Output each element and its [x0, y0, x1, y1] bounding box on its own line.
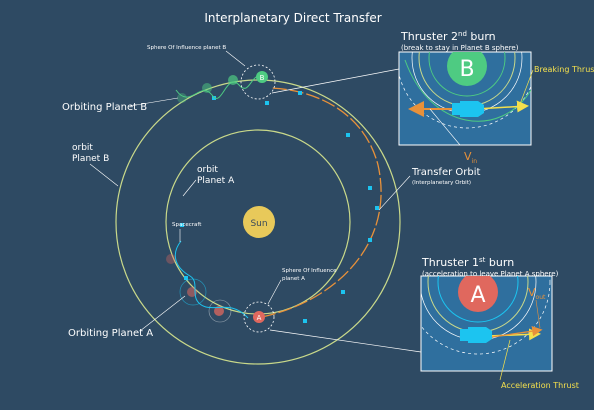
- orbit-a-label-1: orbit: [197, 165, 218, 175]
- breaking-thrust-label: Breaking Thrust: [534, 65, 594, 74]
- v-out-label: Vout: [528, 286, 546, 301]
- spacecraft-a: [468, 327, 492, 343]
- planet-a-small-label: A: [257, 314, 262, 322]
- orbit-a-label-2: Planet A: [197, 176, 235, 186]
- planet-b-trail: B: [175, 64, 276, 103]
- acceleration-thrust-arrow: [487, 328, 541, 341]
- spacecraft-label: Spacecraft: [172, 222, 202, 228]
- orbiting-a-label: Orbiting Planet A: [68, 328, 153, 339]
- spacecraft-b: [460, 101, 484, 117]
- orbit-b-label-2: Planet B: [72, 154, 109, 164]
- planet-b-small-label: B: [260, 74, 265, 82]
- callout-burn2: [271, 68, 400, 94]
- burn1-subtitle: (acceleration to leave Planet A sphere): [422, 270, 559, 278]
- planet-a-big-label: A: [470, 283, 485, 308]
- transfer-orbit-path: [261, 87, 382, 318]
- burn1-title: Thruster 1st burn: [421, 256, 514, 269]
- diagram-title: Interplanetary Direct Transfer: [204, 11, 381, 25]
- soi-a-label-1: Sphere Of Influence: [282, 268, 337, 274]
- planet-a-trail: A: [166, 240, 275, 333]
- acceleration-thrust-label: Acceleration Thrust: [501, 381, 579, 390]
- burn2-title: Thruster 2nd burn: [400, 30, 496, 43]
- burn2-panel: B: [398, 51, 532, 146]
- v-in-label: Vin: [464, 150, 477, 165]
- transfer-orbit-sublabel: (Interplanetary Orbit): [412, 180, 471, 186]
- orbit-b-label-1: orbit: [72, 143, 93, 153]
- orbiting-b-label: Orbiting Planet B: [62, 102, 147, 113]
- callout-burn1: [269, 329, 422, 353]
- soi-b-label: Sphere Of Influence planet B: [147, 45, 226, 51]
- sun-label: Sun: [250, 219, 267, 229]
- burn1-panel: A: [420, 275, 553, 372]
- burn2-subtitle: (break to stay in Planet B sphere): [401, 44, 519, 52]
- soi-a-label-2: planet A: [282, 276, 305, 282]
- sun: [243, 206, 275, 238]
- transfer-orbit-label: Transfer Orbit: [411, 167, 480, 178]
- transfer-markers: [180, 91, 379, 323]
- planet-b-big-label: B: [459, 57, 474, 82]
